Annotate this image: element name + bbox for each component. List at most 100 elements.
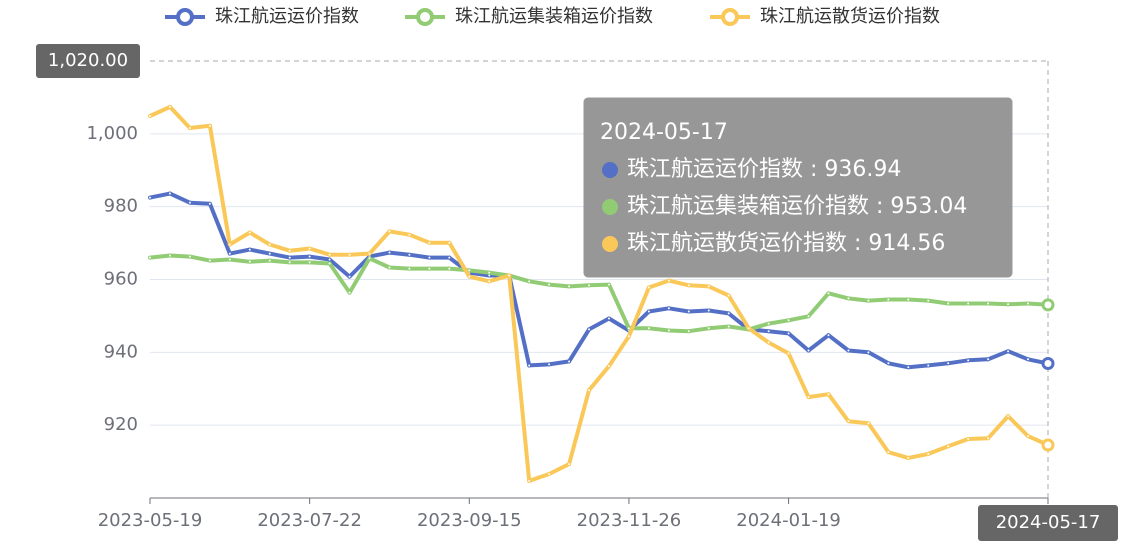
data-point bbox=[606, 282, 611, 287]
data-point bbox=[1041, 298, 1055, 312]
data-point bbox=[806, 395, 811, 400]
x-tick-label: 2023-07-22 bbox=[257, 510, 362, 531]
legend-label: 珠江航运散货运价指数 bbox=[760, 6, 940, 27]
data-point bbox=[427, 255, 432, 260]
axis-pointer-x-label: 2024-05-17 bbox=[996, 512, 1101, 533]
data-point bbox=[427, 240, 432, 245]
data-point bbox=[367, 251, 372, 256]
data-point bbox=[547, 471, 552, 476]
data-point bbox=[966, 437, 971, 442]
data-point bbox=[886, 450, 891, 455]
data-point bbox=[567, 359, 572, 364]
data-point bbox=[347, 274, 352, 279]
data-point bbox=[846, 296, 851, 301]
y-tick-label: 960 bbox=[104, 269, 138, 290]
data-point bbox=[447, 255, 452, 260]
data-point bbox=[866, 350, 871, 355]
data-point bbox=[766, 329, 771, 334]
legend-marker bbox=[416, 8, 434, 26]
data-point bbox=[646, 326, 651, 331]
data-point bbox=[207, 201, 212, 206]
data-point bbox=[447, 240, 452, 245]
x-tick-label: 2023-05-19 bbox=[98, 510, 203, 531]
legend-label: 珠江航运运价指数 bbox=[215, 6, 359, 27]
data-point bbox=[347, 290, 352, 295]
data-point bbox=[946, 444, 951, 449]
axis-pointer-y-box bbox=[36, 44, 140, 78]
data-point bbox=[806, 314, 811, 319]
data-point bbox=[287, 255, 292, 260]
data-point bbox=[407, 252, 412, 257]
data-point bbox=[986, 301, 991, 306]
tooltip-marker bbox=[602, 199, 618, 215]
data-point bbox=[148, 195, 152, 200]
data-point bbox=[826, 333, 831, 338]
data-point bbox=[547, 362, 552, 367]
data-point bbox=[906, 455, 911, 460]
tooltip-sep: : bbox=[803, 157, 824, 182]
tooltip-row: 珠江航运集装箱运价指数 : 953.04 bbox=[627, 194, 967, 219]
tooltip-value: 914.56 bbox=[868, 231, 945, 256]
data-point bbox=[826, 291, 831, 296]
data-point bbox=[187, 126, 192, 131]
data-point bbox=[587, 283, 592, 288]
data-point bbox=[167, 104, 172, 109]
data-point bbox=[906, 297, 911, 302]
data-point bbox=[148, 113, 152, 118]
data-point bbox=[347, 252, 352, 257]
data-point bbox=[1026, 301, 1031, 306]
axis-pointer-y-label: 1,020.00 bbox=[48, 50, 128, 71]
data-point bbox=[307, 254, 312, 259]
data-point bbox=[287, 248, 292, 253]
x-tick-label: 2023-09-15 bbox=[417, 510, 522, 531]
data-point bbox=[148, 255, 152, 260]
tooltip-row: 珠江航运散货运价指数 : 914.56 bbox=[627, 231, 945, 256]
data-point bbox=[227, 257, 232, 262]
data-point bbox=[387, 229, 392, 234]
data-point bbox=[587, 388, 592, 393]
data-point bbox=[387, 250, 392, 255]
data-point bbox=[527, 279, 532, 284]
legend-marker bbox=[721, 8, 739, 26]
data-point bbox=[1006, 302, 1011, 307]
data-point bbox=[846, 419, 851, 424]
data-point bbox=[367, 256, 372, 261]
data-point bbox=[826, 392, 831, 397]
legend-item: 珠江航运运价指数 bbox=[165, 6, 359, 27]
data-point bbox=[846, 348, 851, 353]
data-point bbox=[906, 365, 911, 370]
data-point bbox=[507, 273, 512, 278]
data-point bbox=[487, 270, 492, 275]
data-point bbox=[247, 230, 252, 235]
data-point bbox=[606, 364, 611, 369]
data-point bbox=[926, 298, 931, 303]
series-line bbox=[149, 104, 1049, 483]
data-point bbox=[766, 321, 771, 326]
data-point bbox=[167, 191, 172, 196]
data-point bbox=[327, 252, 332, 257]
x-tick-label: 2023-11-26 bbox=[577, 510, 682, 531]
data-point bbox=[527, 478, 532, 483]
data-point bbox=[247, 247, 252, 252]
data-point bbox=[407, 266, 412, 271]
data-point bbox=[686, 309, 691, 314]
data-point bbox=[946, 361, 951, 366]
data-point bbox=[926, 363, 931, 368]
data-point bbox=[547, 282, 552, 287]
legend-marker bbox=[176, 8, 194, 26]
data-point bbox=[926, 451, 931, 456]
data-point bbox=[327, 257, 332, 262]
data-point bbox=[1041, 356, 1055, 370]
data-point bbox=[427, 266, 432, 271]
data-point bbox=[706, 326, 711, 331]
y-tick-label: 940 bbox=[104, 341, 138, 362]
data-point bbox=[646, 309, 651, 314]
data-point bbox=[167, 253, 172, 258]
data-point bbox=[686, 283, 691, 288]
tooltip-name: 珠江航运散货运价指数 bbox=[627, 231, 847, 256]
data-point bbox=[746, 326, 751, 331]
data-point bbox=[706, 308, 711, 313]
data-point bbox=[666, 278, 671, 283]
data-point bbox=[247, 259, 252, 264]
